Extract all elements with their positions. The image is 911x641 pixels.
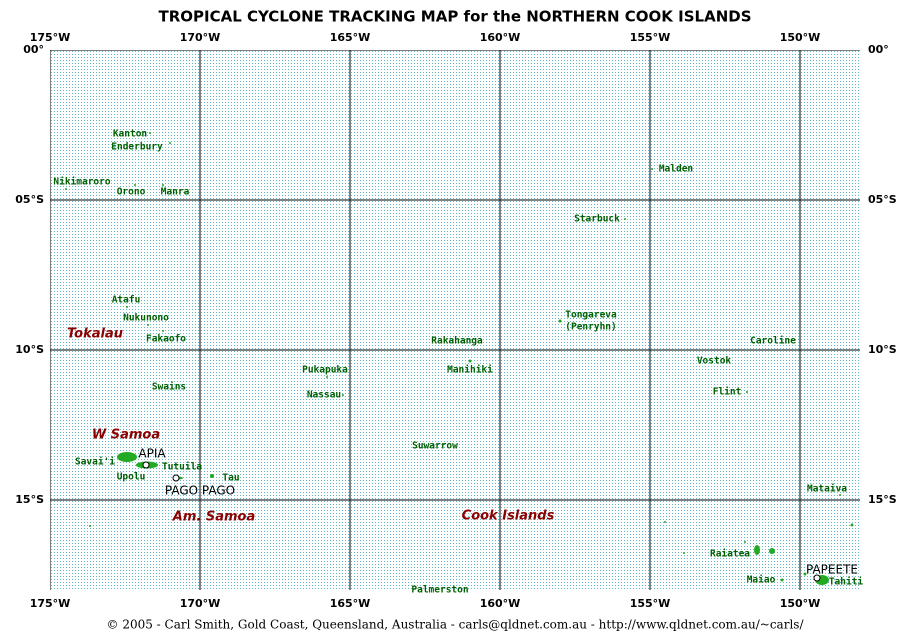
grid	[50, 50, 860, 590]
title: TROPICAL CYCLONE TRACKING MAP for the NO…	[158, 8, 751, 26]
region-label: Cook Islands	[462, 509, 555, 524]
y-tick-label: 00°	[23, 43, 44, 56]
place-label: Pukapuka	[302, 365, 348, 376]
place-label: Tau	[222, 473, 239, 484]
place-label: Kanton	[113, 129, 147, 140]
x-tick-label: 175°W	[30, 597, 71, 610]
region-label: W Samoa	[92, 428, 160, 443]
place-label: Manra	[161, 187, 190, 198]
place-label: Nikimaroro	[53, 177, 110, 188]
place-label: Tongareva	[565, 310, 617, 321]
region-label: Tokalau	[67, 327, 123, 342]
place-label: Tahiti	[829, 577, 864, 588]
place-label: Rakahanga	[431, 336, 483, 347]
capital-label: PAGO PAGO	[165, 484, 235, 498]
place-label: Nukunono	[123, 313, 169, 324]
place-label: Starbuck	[574, 214, 620, 225]
place-label: Upolu	[117, 472, 146, 483]
ocean	[50, 50, 860, 590]
x-tick-label: 165°W	[330, 597, 371, 610]
capital-label: APIA	[138, 447, 166, 461]
y-tick-label: 15°S	[868, 493, 897, 506]
place-label: Caroline	[750, 336, 796, 347]
y-tick-label: 00°	[868, 43, 889, 56]
place-label: (Penryhn)	[565, 322, 616, 333]
place-label: Atafu	[112, 295, 141, 306]
place-label: Malden	[659, 164, 693, 175]
x-tick-label: 160°W	[480, 31, 521, 44]
y-tick-label: 10°S	[868, 343, 897, 356]
place-label: Manihiki	[447, 365, 493, 376]
place-label: Enderbury	[111, 142, 163, 153]
y-tick-label: 15°S	[15, 493, 44, 506]
place-label: Mataiva	[807, 484, 847, 495]
x-tick-label: 165°W	[330, 31, 371, 44]
x-tick-label: 155°W	[630, 31, 671, 44]
x-tick-label: 160°W	[480, 597, 521, 610]
place-label: Tutuila	[162, 462, 202, 473]
place-label: Vostok	[697, 356, 732, 367]
x-tick-label: 155°W	[630, 597, 671, 610]
place-label: Maiao	[747, 575, 776, 586]
place-label: Orono	[117, 187, 146, 198]
x-tick-label: 150°W	[780, 597, 821, 610]
region-label: Am. Samoa	[172, 510, 255, 525]
x-tick-label: 150°W	[780, 31, 821, 44]
x-tick-label: 170°W	[180, 597, 221, 610]
islands	[65, 132, 854, 585]
x-tick-label: 170°W	[180, 31, 221, 44]
place-label: Flint	[713, 387, 742, 398]
place-label: Swains	[152, 382, 186, 393]
capital-label: PAPEETE	[806, 563, 858, 577]
x-tick-label: 175°W	[30, 31, 71, 44]
place-label: Fakaofo	[146, 334, 186, 345]
place-label: Savai'i	[75, 457, 115, 468]
y-tick-label: 10°S	[15, 343, 44, 356]
place-label: Palmerston	[411, 585, 468, 596]
place-label: Nassau	[307, 390, 341, 401]
place-label: Suwarrow	[412, 441, 458, 452]
footer: © 2005 - Carl Smith, Gold Coast, Queensl…	[107, 618, 805, 632]
y-tick-label: 05°S	[868, 193, 897, 206]
place-label: Raiatea	[710, 549, 750, 560]
y-tick-label: 05°S	[15, 193, 44, 206]
